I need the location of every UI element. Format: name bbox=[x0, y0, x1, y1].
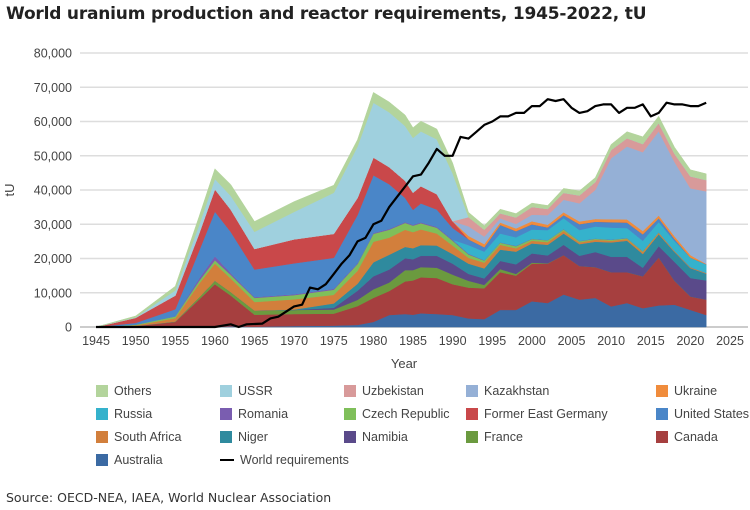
legend-swatch bbox=[96, 454, 108, 466]
legend-label: France bbox=[484, 430, 523, 444]
legend-item: South Africa bbox=[96, 430, 181, 444]
legend-label: Australia bbox=[114, 453, 163, 467]
x-tick-label: 1955 bbox=[161, 334, 189, 348]
legend-swatch bbox=[466, 408, 478, 420]
legend-label: South Africa bbox=[114, 430, 181, 444]
x-tick-label: 1985 bbox=[399, 334, 427, 348]
legend-swatch bbox=[96, 385, 108, 397]
y-tick-label: 60,000 bbox=[34, 115, 72, 129]
legend-label: Former East Germany bbox=[484, 407, 608, 421]
legend-swatch bbox=[656, 385, 668, 397]
y-tick-label: 30,000 bbox=[34, 218, 72, 232]
x-tick-label: 1960 bbox=[201, 334, 229, 348]
y-tick-label: 70,000 bbox=[34, 81, 72, 95]
legend-swatch bbox=[656, 431, 668, 443]
y-tick-label: 0 bbox=[65, 321, 72, 335]
legend-label: USSR bbox=[238, 384, 273, 398]
legend-label: Namibia bbox=[362, 430, 408, 444]
y-tick-label: 20,000 bbox=[34, 252, 72, 266]
x-tick-label: 2020 bbox=[676, 334, 704, 348]
y-tick-label: 80,000 bbox=[34, 47, 72, 61]
legend-line-swatch bbox=[220, 459, 234, 461]
legend-item: Czech Republic bbox=[344, 407, 450, 421]
legend-label: Uzbekistan bbox=[362, 384, 424, 398]
x-tick-label: 1945 bbox=[82, 334, 110, 348]
legend-item: Niger bbox=[220, 430, 268, 444]
legend-swatch bbox=[220, 385, 232, 397]
legend-swatch bbox=[466, 385, 478, 397]
legend-item: Uzbekistan bbox=[344, 384, 424, 398]
legend-item: United States bbox=[656, 407, 749, 421]
legend-label: Czech Republic bbox=[362, 407, 450, 421]
x-tick-label: 1990 bbox=[439, 334, 467, 348]
legend-item: Others bbox=[96, 384, 152, 398]
x-tick-label: 2005 bbox=[558, 334, 586, 348]
y-tick-label: 50,000 bbox=[34, 149, 72, 163]
x-tick-label: 2025 bbox=[716, 334, 744, 348]
y-tick-label: 40,000 bbox=[34, 184, 72, 198]
legend-item: USSR bbox=[220, 384, 273, 398]
x-tick-label: 2010 bbox=[597, 334, 625, 348]
legend-item: Ukraine bbox=[656, 384, 717, 398]
legend-item: Canada bbox=[656, 430, 718, 444]
legend-swatch bbox=[220, 408, 232, 420]
y-tick-labels: 0 10,000 20,000 30,000 40,000 50,000 60,000 70,… bbox=[34, 47, 72, 335]
y-tick-label: 10,000 bbox=[34, 286, 72, 300]
legend-item: World requirements bbox=[220, 453, 349, 467]
x-tick-label: 1970 bbox=[280, 334, 308, 348]
legend-label: World requirements bbox=[240, 453, 349, 467]
x-axis-title: Year bbox=[391, 356, 418, 371]
x-tick-label: 2015 bbox=[637, 334, 665, 348]
x-tick-label: 1995 bbox=[478, 334, 506, 348]
chart-svg: 0 10,000 20,000 30,000 40,000 50,000 60,000 70,… bbox=[0, 0, 750, 380]
legend-swatch bbox=[656, 408, 668, 420]
legend-swatch bbox=[344, 408, 356, 420]
legend-label: United States bbox=[674, 407, 749, 421]
area-series bbox=[96, 92, 706, 327]
legend-label: Others bbox=[114, 384, 152, 398]
legend-item: Australia bbox=[96, 453, 163, 467]
legend-swatch bbox=[220, 431, 232, 443]
legend-label: Canada bbox=[674, 430, 718, 444]
legend-item: Romania bbox=[220, 407, 288, 421]
legend-swatch bbox=[466, 431, 478, 443]
legend-item: France bbox=[466, 430, 523, 444]
x-tick-label: 1965 bbox=[241, 334, 269, 348]
legend-swatch bbox=[96, 431, 108, 443]
legend-item: Namibia bbox=[344, 430, 408, 444]
legend-label: Kazakhstan bbox=[484, 384, 549, 398]
legend-label: Russia bbox=[114, 407, 152, 421]
legend-item: Russia bbox=[96, 407, 152, 421]
legend-swatch bbox=[344, 385, 356, 397]
legend-item: Kazakhstan bbox=[466, 384, 549, 398]
legend-label: Romania bbox=[238, 407, 288, 421]
x-tick-label: 1975 bbox=[320, 334, 348, 348]
x-tick-label: 1980 bbox=[359, 334, 387, 348]
x-tick-label: 1950 bbox=[122, 334, 150, 348]
legend-label: Ukraine bbox=[674, 384, 717, 398]
legend-label: Niger bbox=[238, 430, 268, 444]
x-tick-labels: 1945 1950 1955 1960 1965 1970 1975 1980 1985 1990… bbox=[82, 334, 744, 348]
x-tick-label: 2000 bbox=[518, 334, 546, 348]
legend-swatch bbox=[96, 408, 108, 420]
source-note: Source: OECD-NEA, IAEA, World Nuclear As… bbox=[6, 490, 331, 505]
legend-swatch bbox=[344, 431, 356, 443]
legend-item: Former East Germany bbox=[466, 407, 608, 421]
y-axis-title: tU bbox=[2, 184, 17, 197]
